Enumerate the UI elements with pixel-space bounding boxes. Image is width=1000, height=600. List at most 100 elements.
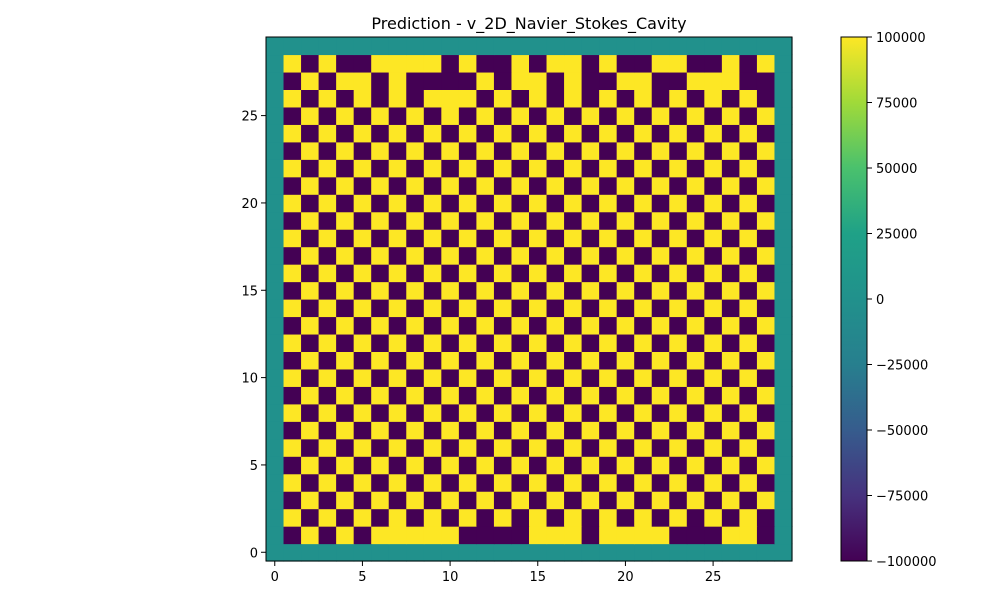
heatmap-cell	[686, 438, 705, 457]
heatmap-cell	[371, 333, 390, 352]
heatmap-cell	[616, 37, 635, 56]
heatmap-cell	[564, 229, 583, 248]
heatmap-cell	[581, 159, 600, 178]
heatmap-cell	[546, 421, 565, 440]
heatmap-cell	[266, 456, 285, 475]
heatmap-cell	[616, 473, 635, 492]
heatmap-cell	[388, 246, 407, 265]
heatmap-cell	[686, 159, 705, 178]
heatmap-cell	[669, 124, 688, 143]
heatmap-cell	[423, 473, 442, 492]
heatmap-cell	[318, 71, 337, 90]
heatmap-cell	[406, 71, 425, 90]
heatmap-cell	[371, 176, 390, 195]
heatmap-cell	[476, 264, 495, 283]
heatmap-cell	[564, 141, 583, 160]
heatmap-cell	[336, 543, 355, 562]
heatmap-cell	[721, 194, 740, 213]
heatmap-cell	[774, 386, 793, 405]
y-tick-label: 25	[241, 110, 258, 125]
heatmap-cell	[774, 403, 793, 422]
heatmap-cell	[669, 89, 688, 108]
heatmap-cell	[266, 229, 285, 248]
heatmap-cell	[353, 526, 372, 545]
heatmap-cell	[546, 246, 565, 265]
heatmap-cell	[564, 403, 583, 422]
heatmap-cell	[336, 176, 355, 195]
y-tick-label: 20	[241, 197, 258, 212]
heatmap-cell	[371, 246, 390, 265]
heatmap-cell	[511, 246, 530, 265]
heatmap-cell	[266, 264, 285, 283]
heatmap-cell	[669, 194, 688, 213]
heatmap-cell	[634, 159, 653, 178]
heatmap-cell	[529, 438, 548, 457]
heatmap-cell	[511, 159, 530, 178]
heatmap-cell	[266, 299, 285, 318]
heatmap-cell	[301, 106, 320, 125]
heatmap-cell	[669, 438, 688, 457]
heatmap-cell	[616, 246, 635, 265]
heatmap-cell	[756, 438, 776, 457]
heatmap-cell	[371, 71, 390, 90]
heatmap-cell	[774, 438, 793, 457]
heatmap-cell	[739, 473, 758, 492]
heatmap-cell	[669, 368, 688, 387]
colorbar-tick-label: 25000	[876, 228, 917, 243]
heatmap-cell	[721, 421, 740, 440]
heatmap-cell	[599, 526, 618, 545]
heatmap-cell	[476, 37, 495, 56]
heatmap-cell	[546, 456, 565, 475]
heatmap-cell	[493, 473, 513, 492]
heatmap-cell	[336, 194, 355, 213]
heatmap-cell	[406, 141, 425, 160]
heatmap-cell	[686, 491, 705, 510]
heatmap-cell	[721, 438, 740, 457]
heatmap-cell	[423, 124, 442, 143]
heatmap-cell	[441, 368, 460, 387]
heatmap-cell	[581, 421, 600, 440]
heatmap-cell	[616, 71, 635, 90]
heatmap-cell	[774, 333, 793, 352]
heatmap-cell	[651, 194, 670, 213]
heatmap-cell	[371, 491, 390, 510]
heatmap-cell	[704, 159, 723, 178]
heatmap-cell	[423, 37, 442, 56]
heatmap-cell	[651, 229, 670, 248]
heatmap-cell	[441, 194, 460, 213]
heatmap-cell	[388, 54, 407, 73]
heatmap-cell	[301, 316, 320, 335]
heatmap-cell	[388, 403, 407, 422]
heatmap-cell	[704, 37, 723, 56]
heatmap-cell	[581, 403, 600, 422]
heatmap-cell	[423, 246, 442, 265]
heatmap-cell	[564, 526, 583, 545]
heatmap-cell	[581, 37, 600, 56]
heatmap-cell	[756, 299, 776, 318]
heatmap-cell	[774, 71, 793, 90]
heatmap-cell	[529, 351, 548, 370]
heatmap-cell	[353, 71, 372, 90]
heatmap-cell	[493, 333, 513, 352]
heatmap-cell	[529, 229, 548, 248]
heatmap-cell	[353, 368, 372, 387]
heatmap-cell	[406, 368, 425, 387]
heatmap-cell	[493, 351, 513, 370]
heatmap-cell	[634, 194, 653, 213]
heatmap-cell	[616, 106, 635, 125]
heatmap-cell	[564, 491, 583, 510]
heatmap-cell	[564, 508, 583, 527]
heatmap-cell	[423, 508, 442, 527]
heatmap-cell	[581, 211, 600, 230]
colorbar-tick-label: 75000	[876, 97, 917, 112]
heatmap-cell	[266, 386, 285, 405]
heatmap-cell	[686, 316, 705, 335]
heatmap-cell	[318, 526, 337, 545]
heatmap-cell	[756, 333, 776, 352]
colorbar-ticks: 100000 75000 50000 25000 0 −25000 −50000 −75000…	[867, 31, 937, 570]
heatmap-cell	[388, 386, 407, 405]
heatmap-cell	[774, 351, 793, 370]
heatmap-cell	[266, 176, 285, 195]
heatmap-cell	[458, 351, 477, 370]
heatmap-cell	[511, 508, 530, 527]
